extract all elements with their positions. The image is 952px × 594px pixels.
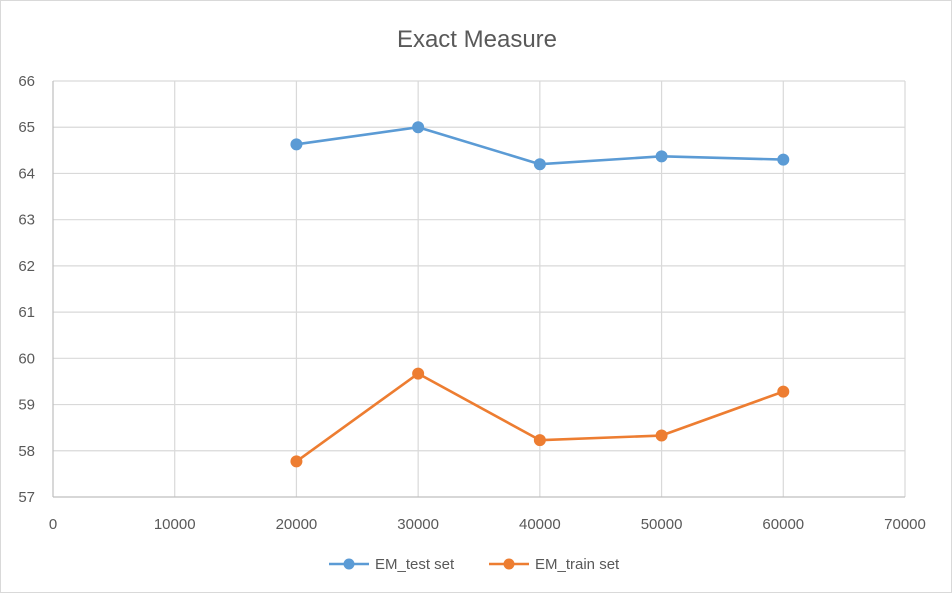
data-point — [412, 121, 425, 134]
grid-lines — [53, 80, 906, 497]
x-tick-label: 70000 — [884, 516, 926, 533]
legend-marker — [503, 558, 515, 570]
y-tick-label: 60 — [18, 350, 35, 367]
data-point — [777, 153, 790, 166]
data-point — [777, 385, 790, 398]
series-1 — [290, 121, 790, 171]
data-point — [412, 367, 425, 380]
x-tick-label: 40000 — [519, 516, 561, 533]
x-tick-label: 0 — [49, 516, 57, 533]
x-tick-label: 30000 — [397, 516, 439, 533]
x-tick-label: 50000 — [641, 516, 683, 533]
data-point — [290, 138, 303, 151]
x-tick-label: 20000 — [276, 516, 318, 533]
tick-labels: 57 58 59 60 61 62 63 64 65 66 0 10000 20000 30000 4000… — [18, 73, 926, 533]
legend-label: EM_test set — [375, 556, 455, 573]
x-tick-label: 10000 — [154, 516, 196, 533]
legend: EM_test set EM_train set — [329, 556, 620, 573]
legend-item: EM_test set — [329, 556, 455, 573]
y-tick-label: 64 — [18, 165, 35, 182]
data-point — [533, 434, 546, 447]
axes — [52, 81, 905, 498]
data-point — [655, 150, 668, 163]
legend-label: EM_train set — [535, 556, 620, 573]
data-point — [533, 158, 546, 171]
y-tick-label: 65 — [18, 119, 35, 136]
data-point — [655, 429, 668, 442]
y-tick-label: 61 — [18, 304, 35, 321]
series-2 — [290, 367, 790, 468]
chart-title: Exact Measure — [397, 26, 557, 53]
series-layer — [290, 121, 790, 468]
y-tick-label: 62 — [18, 258, 35, 275]
y-tick-label: 66 — [18, 73, 35, 90]
x-tick-label: 60000 — [762, 516, 804, 533]
data-point — [290, 455, 303, 468]
legend-item: EM_train set — [489, 556, 620, 573]
y-tick-label: 59 — [18, 397, 35, 414]
y-tick-label: 57 — [18, 489, 35, 506]
y-tick-label: 63 — [18, 212, 35, 229]
legend-marker — [343, 558, 355, 570]
y-tick-label: 58 — [18, 443, 35, 460]
